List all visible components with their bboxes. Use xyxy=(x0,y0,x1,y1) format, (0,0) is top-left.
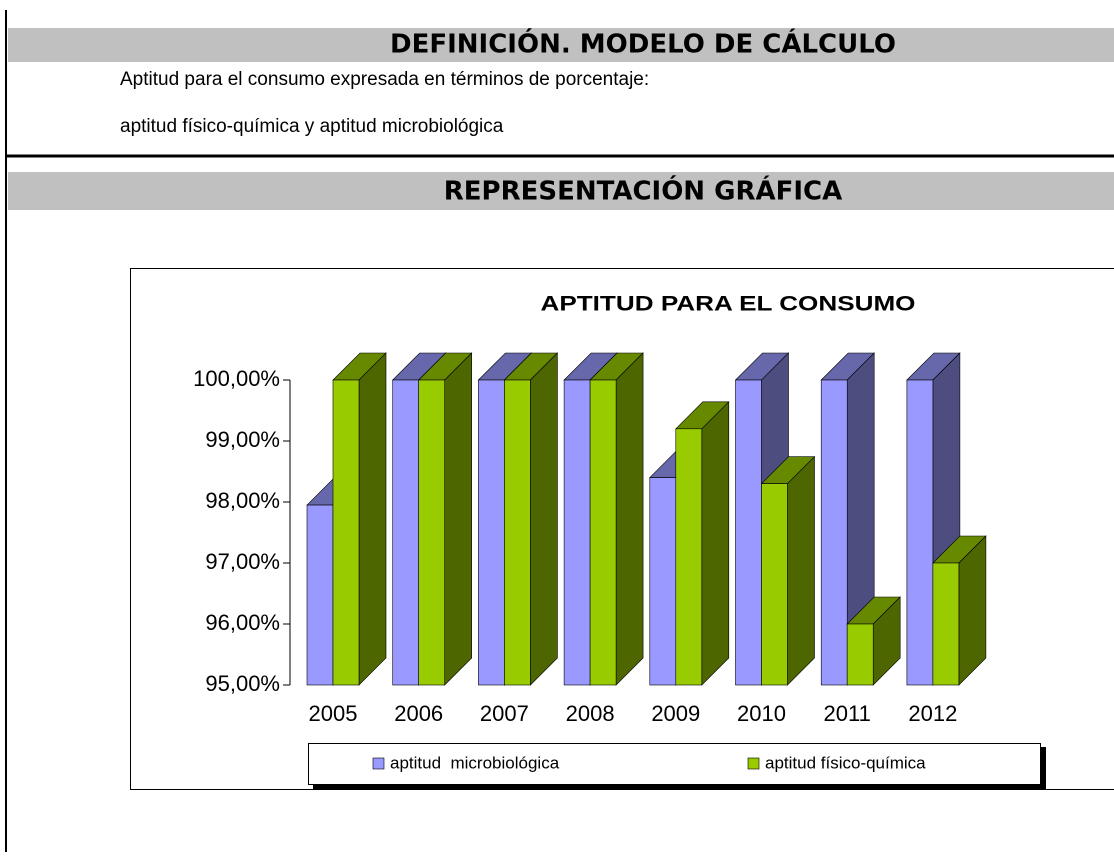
x-tick-label: 2005 xyxy=(309,701,358,726)
y-tick-label: 95,00% xyxy=(205,671,280,696)
y-tick-label: 96,00% xyxy=(205,610,280,635)
y-tick-label: 100,00% xyxy=(193,366,280,391)
bar xyxy=(333,380,359,685)
bar-side xyxy=(788,457,815,685)
bar xyxy=(307,505,333,685)
chart-title: APTITUD PARA EL CONSUMO xyxy=(541,293,916,316)
legend-label: aptitud microbiológica xyxy=(390,753,560,772)
section-title: DEFINICIÓN. MODELO DE CÁLCULO xyxy=(390,28,896,60)
bar xyxy=(504,380,530,685)
bar xyxy=(650,478,676,685)
bar xyxy=(933,563,959,685)
bar-side xyxy=(702,402,729,685)
bar-side xyxy=(445,353,472,685)
bar xyxy=(847,624,873,685)
x-tick-label: 2011 xyxy=(824,701,871,726)
legend-swatch xyxy=(373,758,384,769)
bar xyxy=(590,380,616,685)
legend-swatch xyxy=(748,758,759,769)
x-tick-label: 2008 xyxy=(566,701,615,726)
bar xyxy=(419,380,445,685)
bar xyxy=(564,380,590,685)
bar-side xyxy=(530,353,557,685)
bar xyxy=(676,429,702,685)
bar xyxy=(762,484,788,685)
bar xyxy=(393,380,419,685)
x-tick-label: 2006 xyxy=(394,701,443,726)
y-tick-label: 97,00% xyxy=(205,549,280,574)
x-tick-label: 2010 xyxy=(737,701,786,726)
definition-line: aptitud físico-química y aptitud microbi… xyxy=(120,116,504,137)
definition-line: Aptitud para el consumo expresada en tér… xyxy=(120,69,649,90)
x-tick-label: 2007 xyxy=(480,701,529,726)
bar-side xyxy=(616,353,643,685)
bar xyxy=(736,380,762,685)
bar xyxy=(821,380,847,685)
section-title: REPRESENTACIÓN GRÁFICA xyxy=(444,175,843,207)
y-tick-label: 99,00% xyxy=(205,427,280,452)
x-tick-label: 2012 xyxy=(908,701,957,726)
bar-side xyxy=(359,353,386,685)
bar xyxy=(907,380,933,685)
y-tick-label: 98,00% xyxy=(205,488,280,513)
x-tick-label: 2009 xyxy=(651,701,700,726)
bar xyxy=(478,380,504,685)
legend-label: aptitud físico-química xyxy=(765,753,926,772)
